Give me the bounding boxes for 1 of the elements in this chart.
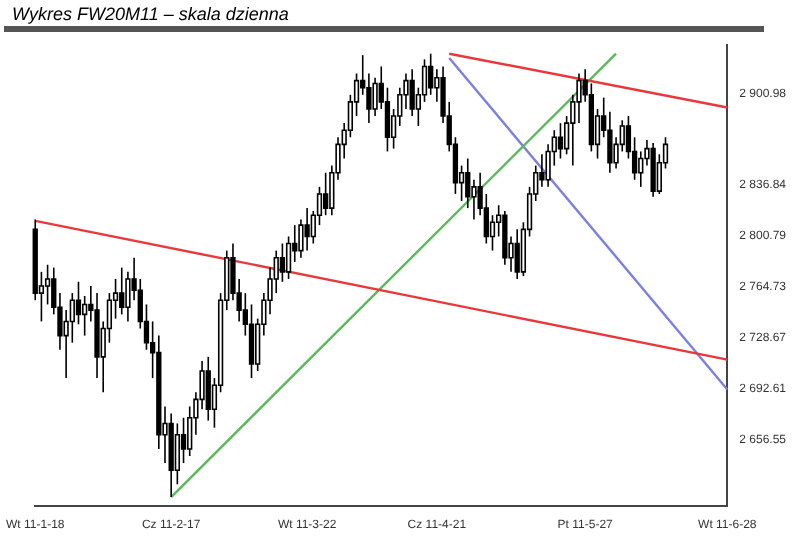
chart-title: Wykres FW20M11 – skala dzienna	[4, 0, 764, 32]
